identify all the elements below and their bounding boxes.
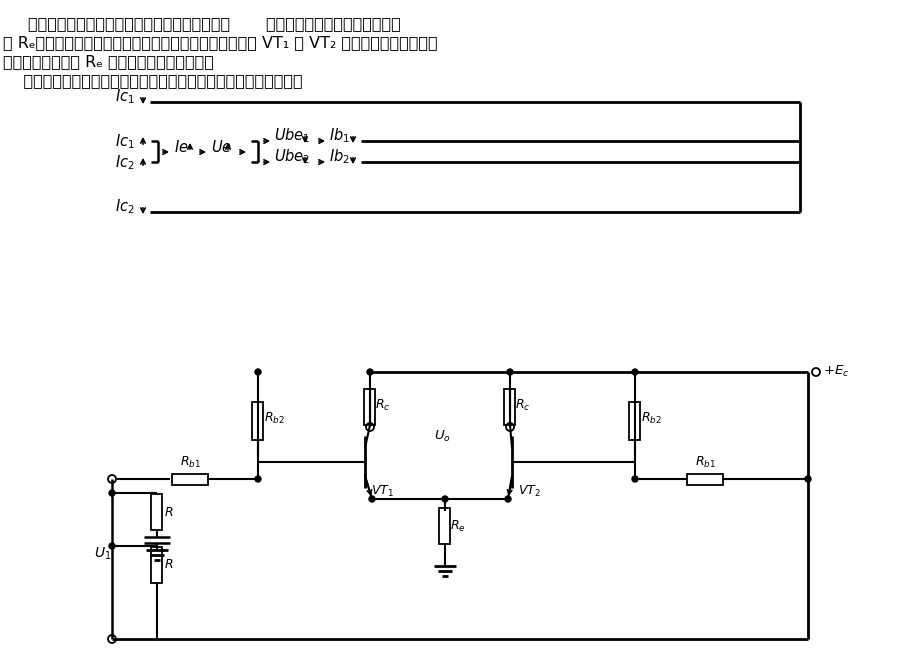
Circle shape	[631, 476, 637, 482]
Circle shape	[631, 369, 637, 375]
Text: $Ib_2$: $Ib_2$	[329, 147, 349, 166]
Text: $Ib_1$: $Ib_1$	[329, 127, 350, 145]
Text: $Ube_1$: $Ube_1$	[274, 127, 310, 145]
Circle shape	[255, 369, 261, 375]
Text: 路来说，也是通过 Rₑ 耦合成一个整体电路的。: 路来说，也是通过 Rₑ 耦合成一个整体电路的。	[3, 54, 213, 69]
Circle shape	[441, 496, 448, 502]
Bar	[172, 474, 208, 484]
Text: 这是一种带有发射极电阵的差动放大电路，如图       所示。在该电路中接入了射极电: 这是一种带有发射极电阵的差动放大电路，如图 所示。在该电路中接入了射极电	[28, 16, 401, 31]
Text: $Ue$: $Ue$	[210, 139, 232, 155]
Text: $R_c$: $R_c$	[375, 398, 390, 413]
Text: $R_{b2}$: $R_{b2}$	[641, 410, 661, 426]
Text: $Ic_2$: $Ic_2$	[115, 153, 134, 172]
Text: $+E_c$: $+E_c$	[823, 364, 848, 379]
Circle shape	[804, 476, 811, 482]
Text: $Ic_1$: $Ic_1$	[115, 133, 135, 151]
Text: $R_{b2}$: $R_{b2}$	[264, 410, 285, 426]
Bar	[252, 402, 263, 440]
Text: $R$: $R$	[164, 506, 174, 518]
Text: $VT_2$: $VT_2$	[517, 484, 540, 499]
Text: $Ie$: $Ie$	[174, 139, 188, 155]
Circle shape	[108, 543, 115, 549]
Text: 电路抑制零漂的原理主要是基于发射极电阵的作用，其过程如下：: 电路抑制零漂的原理主要是基于发射极电阵的作用，其过程如下：	[3, 73, 302, 88]
Bar	[629, 402, 640, 440]
Text: $Ube_2$: $Ube_2$	[274, 147, 310, 166]
Text: $U_o$: $U_o$	[433, 429, 450, 444]
Text: $R_e$: $R_e$	[449, 518, 465, 534]
Circle shape	[367, 369, 372, 375]
Bar	[439, 508, 450, 544]
Text: $R_c$: $R_c$	[515, 398, 529, 413]
Text: $R_{b1}$: $R_{b1}$	[179, 455, 200, 470]
Bar	[152, 494, 163, 530]
Circle shape	[255, 476, 261, 482]
Text: $R_{b1}$: $R_{b1}$	[694, 455, 715, 470]
Text: $R$: $R$	[164, 558, 174, 572]
Circle shape	[108, 490, 115, 496]
Text: 阵 Rₑ，这个电阵对零漂具有很强的抑制作用。对于分别由 VT₁ 和 VT₂ 组成的两个单管放大电: 阵 Rₑ，这个电阵对零漂具有很强的抑制作用。对于分别由 VT₁ 和 VT₂ 组成…	[3, 35, 437, 50]
Circle shape	[506, 369, 513, 375]
Text: $VT_1$: $VT_1$	[370, 484, 393, 499]
Circle shape	[505, 496, 510, 502]
Circle shape	[369, 496, 375, 502]
Bar	[686, 474, 722, 484]
Bar	[504, 389, 515, 425]
Bar	[364, 389, 375, 425]
Text: $U_1$: $U_1$	[94, 546, 111, 562]
Text: $Ic_2$: $Ic_2$	[115, 197, 134, 216]
Bar	[152, 547, 163, 583]
Text: $Ic_1$: $Ic_1$	[115, 87, 135, 106]
